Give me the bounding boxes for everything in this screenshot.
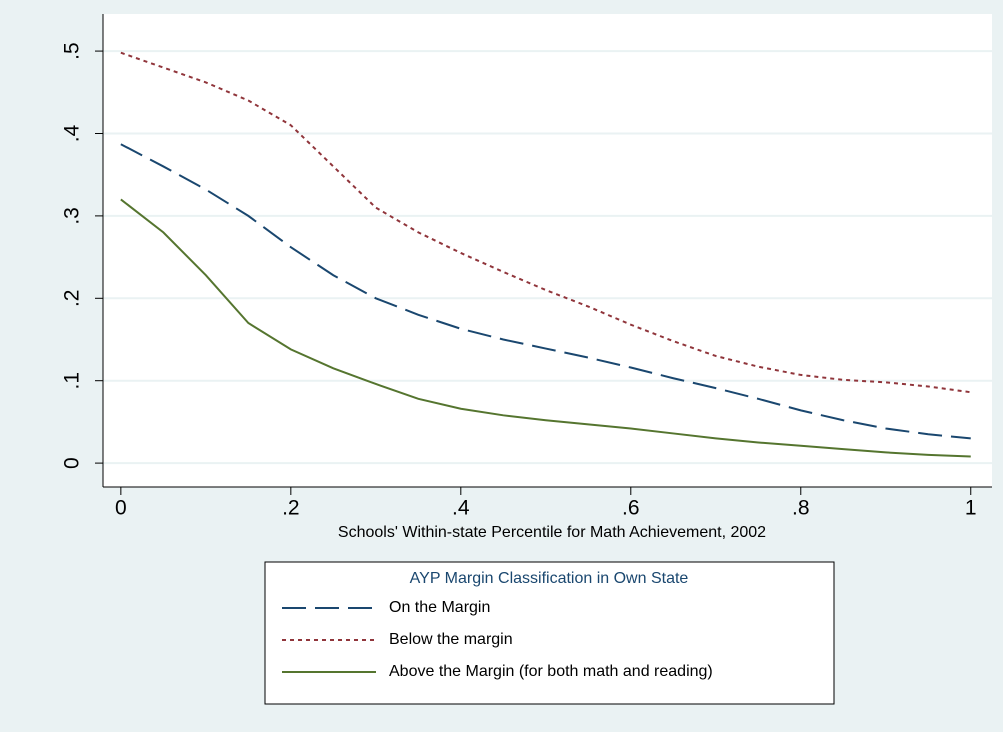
series-line <box>120 51 971 394</box>
x-tick-label: .8 <box>792 497 810 520</box>
legend-label: Above the Margin (for both math and read… <box>389 663 713 680</box>
series-line <box>120 143 971 440</box>
x-axis-label: Schools' Within-state Percentile for Mat… <box>338 524 766 541</box>
series-line <box>120 198 971 458</box>
legend-label: On the Margin <box>389 599 490 616</box>
legend-label: Below the margin <box>389 631 513 648</box>
x-tick-label: 1 <box>965 497 977 520</box>
y-tick-label: .4 <box>61 124 84 142</box>
x-tick-label: .2 <box>282 497 300 520</box>
legend-title: AYP Margin Classification in Own State <box>410 570 689 587</box>
x-tick-label: .4 <box>452 497 470 520</box>
y-tick-label: .2 <box>61 290 84 308</box>
y-tick-label: .3 <box>61 207 84 225</box>
x-tick-label: .6 <box>622 497 640 520</box>
x-tick-label: 0 <box>115 497 127 520</box>
plot-region <box>103 14 992 487</box>
y-tick-label: .1 <box>61 372 84 390</box>
y-tick-label: 0 <box>61 457 84 469</box>
legend <box>264 561 835 705</box>
y-tick-label: .5 <box>61 42 84 60</box>
